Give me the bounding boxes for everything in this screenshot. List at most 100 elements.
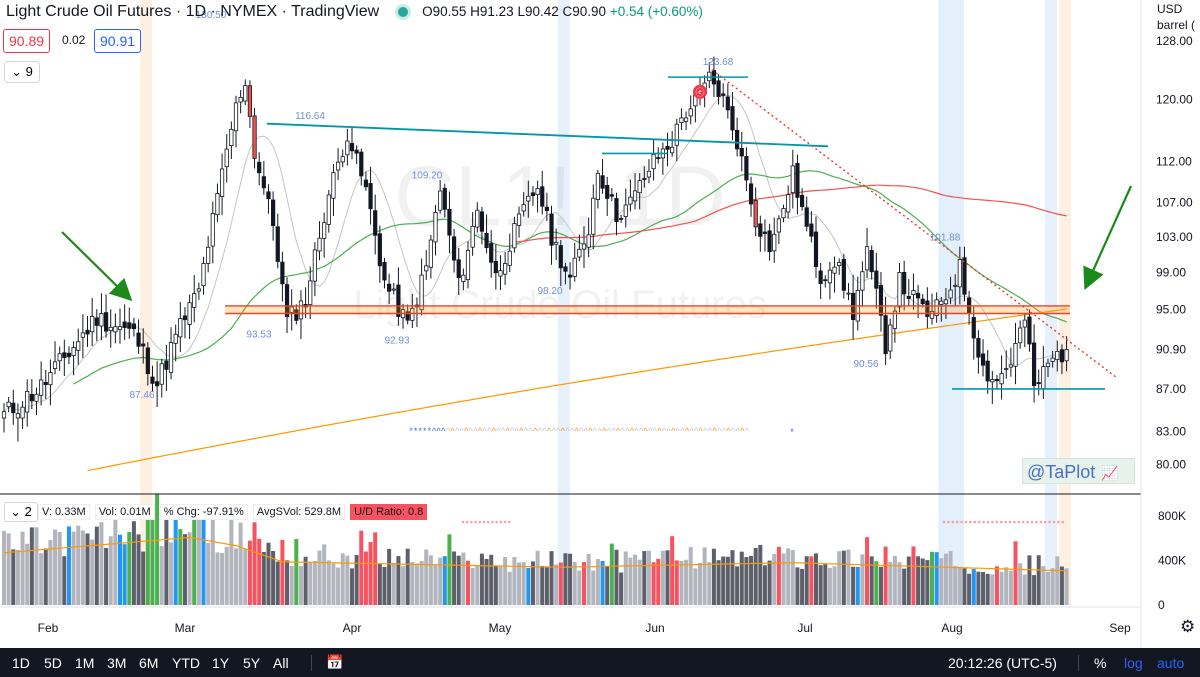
candle [233,95,239,148]
volume-bar [684,559,689,605]
candle-body [563,266,568,272]
candle [317,221,322,261]
price-annotation: 130.50 [196,10,227,21]
sell-price-button[interactable]: 90.89 [3,29,51,53]
volume-bar [865,537,870,605]
volume-bar [466,560,470,605]
symbol-title[interactable]: Light Crude Oil Futures · 1D · NYMEX · T… [6,3,380,20]
candle [679,108,684,130]
candle [758,215,763,252]
candle [349,127,355,160]
candle-body [948,289,953,299]
volume-bar [345,555,350,605]
candle [739,131,744,172]
price-axis-bg [1141,0,1200,648]
price-tick: 95.00 [1156,303,1186,317]
volume-bar [141,551,146,605]
candle-body [823,279,828,282]
candle [141,328,146,364]
candle-body [229,128,234,147]
candle-body [521,204,526,212]
volume-bar [994,566,999,605]
timeframe-3m[interactable]: 3M [107,655,127,671]
candle [799,188,805,211]
volume-bar [1036,555,1041,605]
candle [892,305,897,343]
auto-scale-button[interactable]: auto [1157,655,1185,671]
candle [52,341,58,375]
candle-body [215,193,220,216]
candle-body [377,233,382,267]
volume-bar [535,550,540,605]
candle-body [651,154,656,170]
timeframe-5d[interactable]: 5D [44,655,62,671]
volume-bar [758,544,763,605]
candle-body [405,311,410,321]
volume-bar [563,553,568,605]
signal-mark: ^ [547,426,552,436]
timeframe-1m[interactable]: 1M [75,655,95,671]
candle [178,302,183,353]
volume-collapse-button[interactable]: ⌄ 2 [4,502,38,522]
candle-body [57,353,62,362]
candle [322,212,327,258]
candle-body [438,190,443,211]
timeframe-5y[interactable]: 5Y [243,655,261,671]
signal-mark: ^ [432,426,437,436]
candle-body [892,310,897,329]
timeframe-all[interactable]: All [273,655,289,671]
log-scale-button[interactable]: log [1124,655,1143,671]
price-scale-unit[interactable]: USD barrel ( [1157,1,1195,33]
volume-bar [159,546,164,605]
signal-mark: ^ [469,426,474,436]
candle [206,236,211,273]
volume-bar [192,515,197,605]
volume-bar [869,556,874,605]
volume-bar [943,553,948,605]
timeframe-6m[interactable]: 6M [139,655,159,671]
candle [219,153,225,215]
timeframe-1y[interactable]: 1Y [212,655,230,671]
volume-bar [730,550,735,605]
volume-bar [818,565,823,605]
chart-header: Light Crude Oil Futures · 1D · NYMEX · T… [6,3,703,21]
volume-bar [990,574,995,605]
price-annotation: 98.20 [537,286,562,297]
candle-body [66,352,72,358]
candle [953,274,958,307]
signal-mark: ^ [588,426,593,436]
timeframe-1d[interactable]: 1D [12,655,30,671]
timeframe-ytd[interactable]: YTD [172,655,200,671]
volume-bar [308,561,313,605]
clock-readout[interactable]: 20:12:26 (UTC-5) [948,655,1057,671]
volume-bar [317,550,322,605]
candle [507,233,512,273]
candle [540,170,545,215]
volume-bar [359,530,364,605]
volume-bar [804,556,809,605]
earnings-marker[interactable] [693,84,707,99]
candle-body [39,379,44,396]
volume-bar [43,548,48,605]
indicators-collapse-button[interactable]: ⌄ 9 [4,61,40,83]
candle [465,241,471,289]
volume-bar [837,551,842,605]
candle-body [391,288,396,291]
volume-bar [247,540,252,605]
percent-scale-button[interactable]: % [1094,655,1107,671]
gear-icon[interactable]: ⚙ [1180,617,1196,636]
volume-bar [530,561,535,605]
candle [651,139,656,181]
candle [795,154,800,215]
candle-body [308,280,313,306]
candle-body [349,143,355,152]
calendar-icon[interactable]: 📅 [326,654,344,670]
candle-body [76,341,81,351]
candle [43,369,48,400]
candle [841,253,846,299]
volume-bar [883,546,888,605]
volume-bar [122,544,127,605]
buy-price-button[interactable]: 90.91 [94,29,142,53]
volume-bar [275,561,280,605]
